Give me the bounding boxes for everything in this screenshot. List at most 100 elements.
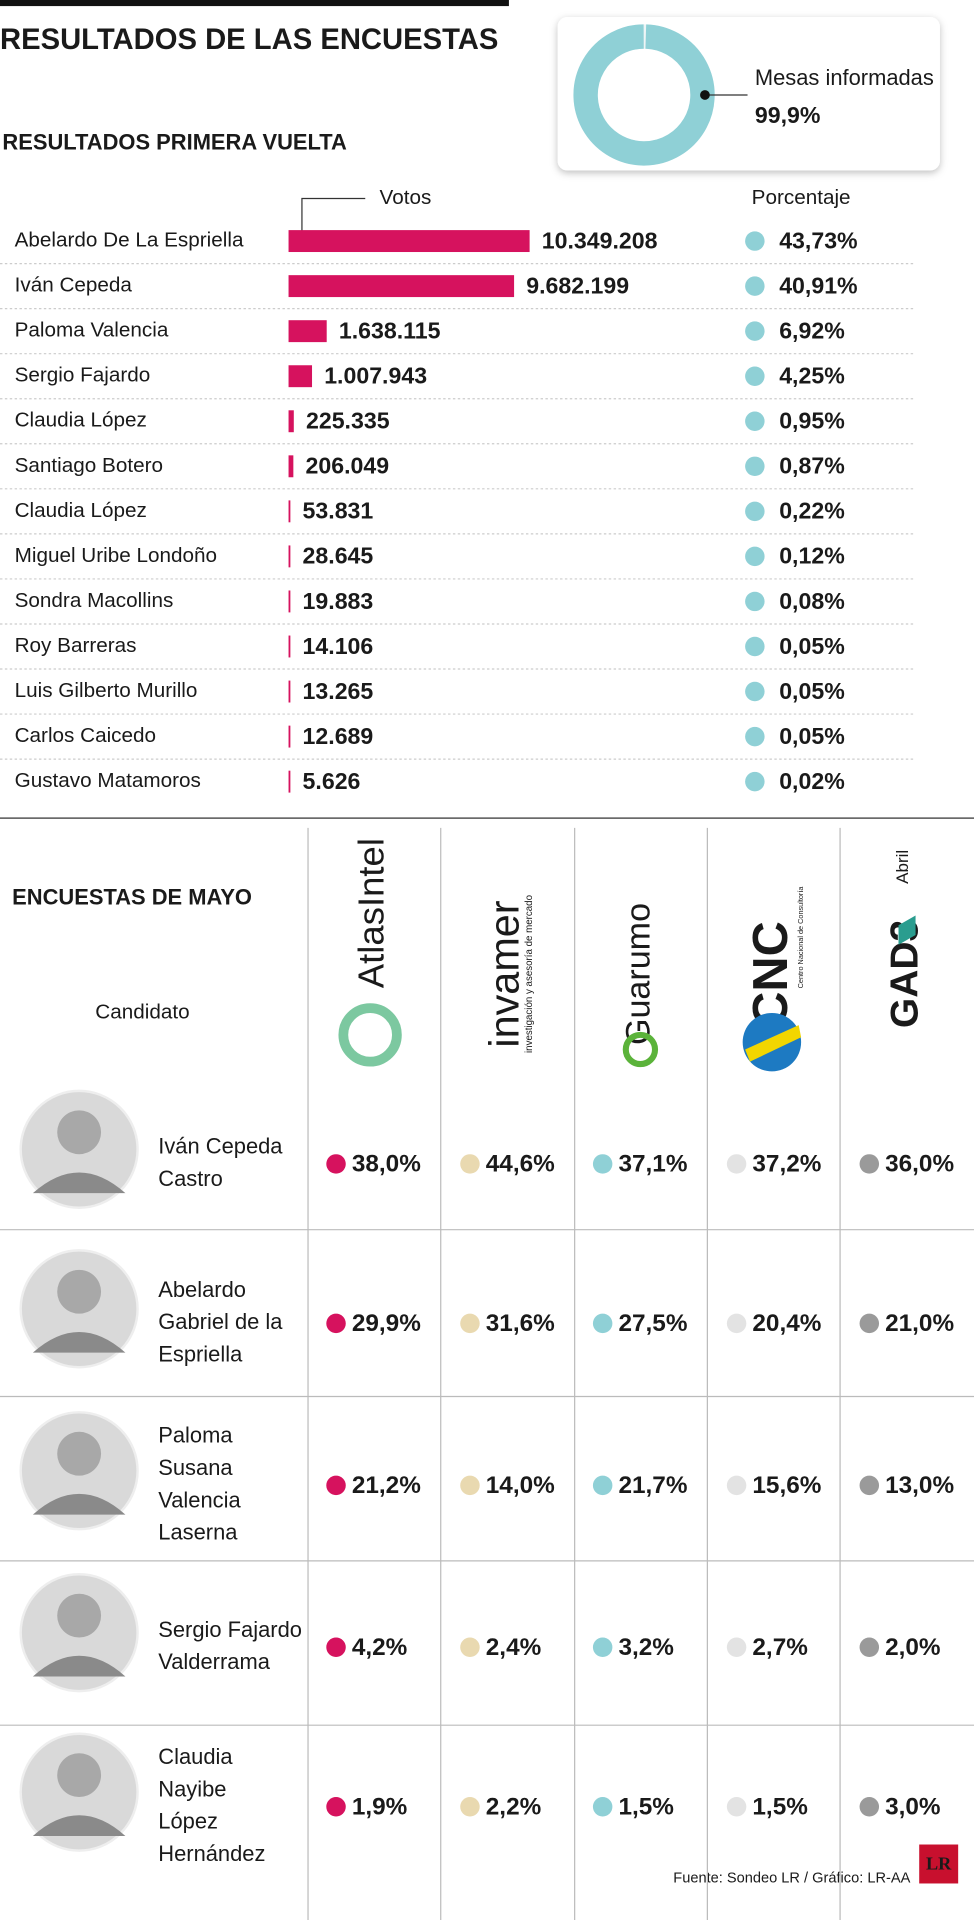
poll-dot — [326, 1797, 346, 1817]
connector — [301, 197, 366, 239]
percent-dot — [745, 726, 765, 747]
percent-dot — [745, 231, 765, 251]
poll-candidate-name: Iván Cepeda — [158, 1134, 283, 1159]
poll-candidate-name: Paloma — [158, 1423, 233, 1448]
logo-box — [919, 1844, 959, 1884]
photo-head — [57, 1593, 102, 1638]
poll-value: 14,0% — [486, 1472, 555, 1499]
bar — [288, 365, 313, 388]
bar — [288, 680, 291, 703]
guarumo-icon — [622, 1031, 659, 1068]
vote-label: 5.626 — [303, 768, 361, 794]
poll-candidate-name: Nayibe — [158, 1776, 226, 1801]
percent-label: 0,02% — [779, 768, 845, 794]
poll-dot — [859, 1154, 880, 1174]
poll-dot — [460, 1637, 480, 1658]
poll-dot — [592, 1797, 613, 1817]
top-rule — [0, 0, 509, 7]
donut-arc — [573, 24, 715, 166]
poll-dot — [859, 1475, 880, 1496]
vote-label: 14.106 — [303, 633, 374, 659]
vote-label: 1.007.943 — [324, 363, 427, 389]
poll-value: 15,6% — [752, 1472, 821, 1499]
photo-head — [57, 1269, 102, 1314]
donut-card — [557, 17, 940, 171]
percent-dot — [745, 771, 765, 792]
atlas-icon — [338, 1003, 402, 1067]
poll-candidate-name: Abelardo — [158, 1277, 246, 1302]
donut-value: 99,9% — [755, 102, 821, 128]
candidate-name: Gustavo Matamoros — [15, 769, 201, 792]
bar — [288, 590, 291, 613]
vote-label: 9.682.199 — [526, 272, 629, 298]
percent-dot — [745, 681, 765, 702]
bar — [288, 635, 291, 658]
polls-title: ENCUESTAS DE MAYO — [12, 884, 252, 909]
percent-label: 0,87% — [779, 453, 845, 479]
candidate-name: Paloma Valencia — [15, 319, 169, 342]
poll-dot — [726, 1637, 747, 1658]
percent-header: Porcentaje — [752, 186, 851, 209]
percent-label: 4,25% — [779, 363, 845, 389]
candidate-name: Luis Gilberto Murillo — [15, 679, 198, 702]
photo-head — [57, 1431, 102, 1476]
poll-candidate-name: Hernández — [158, 1841, 265, 1866]
bar — [288, 275, 515, 298]
poll-value: 13,0% — [885, 1472, 954, 1499]
candidate-name: Roy Barreras — [15, 634, 137, 657]
percent-label: 0,08% — [779, 588, 845, 614]
section-title: RESULTADOS PRIMERA VUELTA — [2, 129, 347, 154]
vote-label: 53.831 — [303, 498, 374, 524]
poll-value: 2,2% — [486, 1793, 541, 1820]
note: Abril — [893, 850, 912, 884]
pollster-logo: invamer — [482, 900, 528, 1047]
poll-dot — [326, 1475, 346, 1496]
donut-label: Mesas informadas — [755, 65, 934, 90]
vote-label: 10.349.208 — [542, 227, 658, 253]
candidate-name: Santiago Botero — [15, 454, 163, 477]
poll-value: 1,5% — [618, 1793, 673, 1820]
cnc-icon-stripe — [745, 1025, 802, 1062]
bar — [288, 455, 294, 478]
poll-dot — [592, 1154, 613, 1174]
percent-dot — [745, 366, 765, 386]
poll-dot — [592, 1313, 613, 1334]
percent-label: 0,22% — [779, 498, 845, 524]
poll-dot — [326, 1313, 346, 1334]
poll-value: 37,2% — [752, 1151, 821, 1178]
candidate-name: Claudia López — [15, 409, 147, 432]
candidate-name: Miguel Uribe Londoño — [15, 544, 217, 567]
poll-value: 27,5% — [618, 1310, 687, 1337]
poll-dot — [460, 1475, 480, 1496]
vote-label: 206.049 — [306, 453, 390, 479]
percent-dot — [745, 321, 765, 341]
poll-value: 3,2% — [618, 1634, 673, 1661]
footer: Fuente: Sondeo LR / Gráfico: LR-AA — [673, 1870, 910, 1886]
poll-candidate-name: Castro — [158, 1166, 223, 1191]
poll-value: 2,0% — [885, 1634, 940, 1661]
donut-dot — [700, 90, 710, 100]
poll-dot — [726, 1154, 747, 1174]
poll-candidate-name: Laserna — [158, 1520, 238, 1545]
pollster-subtitle: Centro Nacional de Consultoría — [796, 886, 805, 989]
poll-candidate-name: Valderrama — [158, 1649, 270, 1674]
percent-dot — [745, 411, 765, 431]
poll-candidate-name: Susana — [158, 1455, 233, 1480]
percent-label: 0,12% — [779, 543, 845, 569]
votes-header: Votos — [380, 186, 432, 209]
bar — [288, 725, 291, 748]
vote-label: 28.645 — [303, 543, 374, 569]
poll-dot — [460, 1797, 480, 1817]
poll-value: 21,7% — [618, 1472, 687, 1499]
bar — [288, 410, 294, 433]
poll-dot — [726, 1313, 747, 1334]
percent-dot — [745, 501, 765, 522]
poll-value: 21,0% — [885, 1310, 954, 1337]
candidate-name: Sondra Macollins — [15, 589, 174, 612]
poll-value: 20,4% — [752, 1310, 821, 1337]
photo-body — [32, 1655, 126, 1677]
poll-value: 1,5% — [752, 1793, 807, 1820]
candidate-name: Sergio Fajardo — [15, 364, 151, 387]
poll-candidate-name: Espriella — [158, 1341, 243, 1366]
